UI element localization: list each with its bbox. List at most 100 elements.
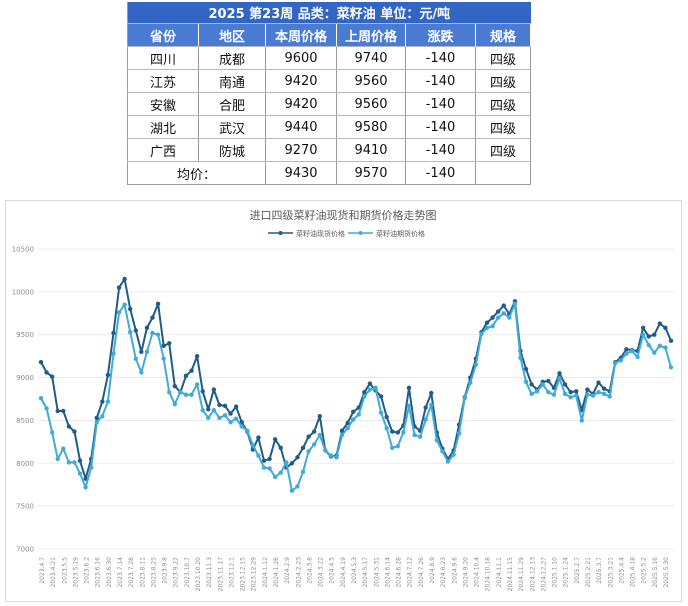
data-point (167, 389, 172, 395)
x-tick-label: 2025.4.4 (618, 557, 625, 584)
data-point (72, 429, 77, 434)
data-point (445, 459, 451, 464)
data-point (161, 356, 166, 361)
cell-region: 合肥 (198, 92, 266, 116)
average-row: 均价： 9430 9570 -140 (127, 161, 532, 185)
data-point (618, 358, 624, 363)
data-point (61, 408, 66, 414)
chart-title: 进口四级菜籽油现货和期货价格走势图 (250, 208, 437, 222)
data-point (668, 365, 674, 370)
cell-change: -140 (405, 69, 476, 93)
data-point (94, 419, 99, 425)
cell-province: 湖北 (127, 115, 199, 139)
data-point (111, 330, 116, 336)
data-point (652, 332, 657, 337)
cell-change: -140 (405, 138, 476, 162)
data-point (289, 488, 295, 493)
data-point (267, 466, 272, 471)
data-point (250, 443, 256, 448)
data-point (613, 360, 618, 366)
x-tick-label: 2023.4.21 (50, 557, 57, 588)
data-point (395, 443, 401, 449)
cell-change: -140 (405, 92, 476, 116)
data-point (189, 368, 194, 373)
x-tick-label: 2024.10.4 (474, 557, 481, 588)
data-point (351, 417, 356, 422)
chart-legend: 菜籽油现货价格 菜籽油期货价格 (268, 229, 425, 238)
x-tick-label: 2023.11.3 (206, 557, 213, 588)
data-point (507, 315, 512, 320)
cell-province: 四川 (127, 46, 199, 70)
x-tick-label: 2023.9.22 (173, 557, 180, 588)
data-point (451, 452, 456, 457)
x-tick-label: 2025.1.10 (552, 557, 559, 588)
data-point (562, 391, 568, 397)
data-point (529, 382, 534, 387)
data-point (278, 445, 283, 451)
data-point (49, 430, 55, 435)
x-axis: 2023.4.7 2023.4.21 2023.5.5 2023.5.19 2023.6… (39, 557, 670, 592)
data-point (484, 320, 490, 325)
data-point (596, 380, 601, 385)
data-point (473, 362, 479, 367)
x-tick-label: 2025.5.2 (641, 557, 648, 584)
data-point (200, 389, 205, 394)
x-tick-label: 2024.11.29 (518, 557, 525, 592)
data-point (206, 415, 211, 421)
data-point (534, 389, 540, 394)
table-row: 江苏 南通 9420 9560 -140 四级 (127, 69, 532, 93)
data-point (490, 323, 495, 329)
data-point (38, 395, 44, 401)
data-point (551, 392, 557, 397)
data-point (66, 460, 72, 465)
header-this-week: 本周价格 (265, 23, 337, 47)
data-point (295, 455, 300, 460)
x-tick-label: 2025.1.24 (563, 557, 570, 588)
x-tick-label: 2023.10.7 (184, 557, 191, 588)
x-tick-label: 2023.5.5 (61, 557, 68, 584)
data-point (311, 429, 317, 434)
x-tick-label: 2024.7.26 (418, 557, 425, 588)
data-point (345, 420, 350, 426)
data-point (289, 461, 295, 466)
x-tick-label: 2024.3.8 (306, 557, 313, 584)
table-title-row: 2025 第23周 品类：菜籽油 单位：元/吨 (126, 2, 531, 24)
data-point (484, 325, 490, 331)
cell-change: -140 (405, 46, 476, 70)
data-point (88, 465, 94, 470)
x-tick-label: 2023.8.25 (150, 557, 157, 588)
header-province: 省份 (127, 23, 199, 47)
data-point (77, 458, 83, 463)
data-point (38, 359, 44, 365)
x-tick-label: 2025.5.16 (652, 557, 659, 588)
y-tick-label: 8500 (16, 417, 34, 425)
x-tick-label: 2025.3.7 (596, 557, 603, 584)
data-point (652, 350, 657, 355)
header-change: 涨跌 (405, 23, 476, 47)
data-point (194, 353, 200, 359)
data-point (607, 394, 612, 399)
data-point (122, 276, 127, 282)
series-1 (38, 301, 674, 493)
data-point (55, 408, 60, 414)
data-point (83, 485, 88, 490)
data-point (596, 389, 601, 395)
data-point (663, 325, 668, 331)
average-this-week: 9430 (265, 161, 337, 185)
data-point (194, 382, 200, 387)
legend-label-futures: 菜籽油期货价格 (376, 229, 425, 238)
x-tick-label: 2023.10.20 (195, 557, 202, 592)
data-point (657, 343, 663, 349)
price-trend-chart: 进口四级菜籽油现货和期货价格走势图 菜籽油现货价格 菜籽油期货价格 7000 75… (5, 200, 682, 602)
data-point (105, 399, 111, 404)
average-spec (475, 161, 532, 185)
x-tick-label: 2024.2.23 (295, 557, 302, 588)
x-tick-label: 2024.7.12 (407, 557, 414, 588)
data-point (601, 386, 607, 391)
legend-marker-spot (278, 231, 283, 235)
x-tick-label: 2024.11.1 (496, 557, 503, 588)
x-tick-label: 2024.6.14 (384, 557, 391, 588)
table-row: 广西 防城 9270 9410 -140 四级 (127, 138, 532, 162)
data-point (663, 345, 668, 350)
data-point (100, 399, 105, 404)
